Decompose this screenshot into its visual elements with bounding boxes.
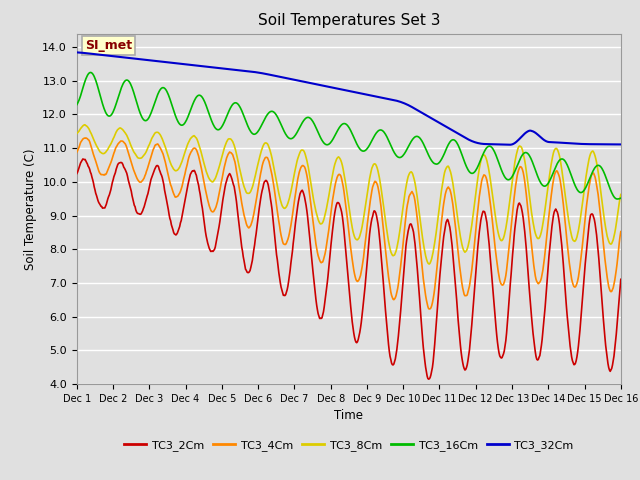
Y-axis label: Soil Temperature (C): Soil Temperature (C) <box>24 148 36 270</box>
Text: SI_met: SI_met <box>85 39 132 52</box>
X-axis label: Time: Time <box>334 409 364 422</box>
Title: Soil Temperatures Set 3: Soil Temperatures Set 3 <box>257 13 440 28</box>
Legend: TC3_2Cm, TC3_4Cm, TC3_8Cm, TC3_16Cm, TC3_32Cm: TC3_2Cm, TC3_4Cm, TC3_8Cm, TC3_16Cm, TC3… <box>120 436 578 456</box>
